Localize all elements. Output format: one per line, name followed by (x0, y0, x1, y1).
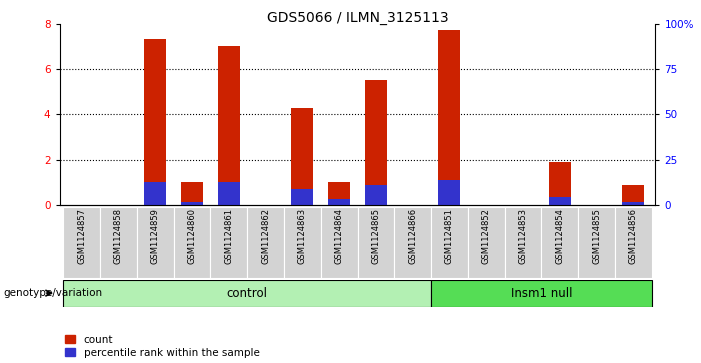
Text: GSM1124858: GSM1124858 (114, 208, 123, 264)
Text: GSM1124857: GSM1124857 (77, 208, 86, 264)
Bar (431, 280, 652, 307)
Bar (549, 162, 571, 205)
Text: Insm1 null: Insm1 null (510, 287, 572, 299)
Bar (365, 185, 387, 205)
Text: GSM1124860: GSM1124860 (187, 208, 196, 264)
Bar (144, 182, 166, 205)
Bar (137, 207, 174, 278)
Bar (431, 207, 468, 278)
Bar (541, 207, 578, 278)
Text: GSM1124852: GSM1124852 (482, 208, 491, 264)
Bar (63, 207, 100, 278)
Bar (174, 207, 210, 278)
Bar (365, 80, 387, 205)
Bar (549, 197, 571, 205)
Bar (328, 199, 350, 205)
Text: GSM1124851: GSM1124851 (445, 208, 454, 264)
Text: GSM1124853: GSM1124853 (519, 208, 528, 264)
Bar (328, 182, 350, 205)
Text: control: control (226, 287, 268, 299)
Text: GSM1124856: GSM1124856 (629, 208, 638, 264)
Text: GSM1124865: GSM1124865 (372, 208, 381, 264)
Bar (181, 182, 203, 205)
Text: GSM1124864: GSM1124864 (334, 208, 343, 264)
Bar (438, 30, 461, 205)
Bar (63, 280, 431, 307)
Bar (218, 46, 240, 205)
Bar (468, 207, 505, 278)
Bar (622, 185, 644, 205)
Bar (292, 107, 313, 205)
Text: GSM1124854: GSM1124854 (555, 208, 564, 264)
Bar (321, 207, 358, 278)
Bar (615, 207, 652, 278)
Bar (438, 180, 461, 205)
Bar (622, 202, 644, 205)
Legend: count, percentile rank within the sample: count, percentile rank within the sample (64, 335, 259, 358)
Text: genotype/variation: genotype/variation (4, 288, 102, 298)
Bar (292, 189, 313, 205)
Text: GDS5066 / ILMN_3125113: GDS5066 / ILMN_3125113 (266, 11, 449, 25)
Text: GSM1124855: GSM1124855 (592, 208, 601, 264)
Bar (505, 207, 541, 278)
Bar (100, 207, 137, 278)
Text: GSM1124859: GSM1124859 (151, 208, 160, 264)
Bar (247, 207, 284, 278)
Bar (358, 207, 394, 278)
Bar (181, 202, 203, 205)
Text: GSM1124863: GSM1124863 (298, 208, 307, 265)
Bar (284, 207, 321, 278)
Bar (394, 207, 431, 278)
Bar (218, 182, 240, 205)
Bar (578, 207, 615, 278)
Text: GSM1124861: GSM1124861 (224, 208, 233, 264)
Text: GSM1124862: GSM1124862 (261, 208, 270, 264)
Bar (144, 40, 166, 205)
Bar (210, 207, 247, 278)
Text: GSM1124866: GSM1124866 (408, 208, 417, 265)
